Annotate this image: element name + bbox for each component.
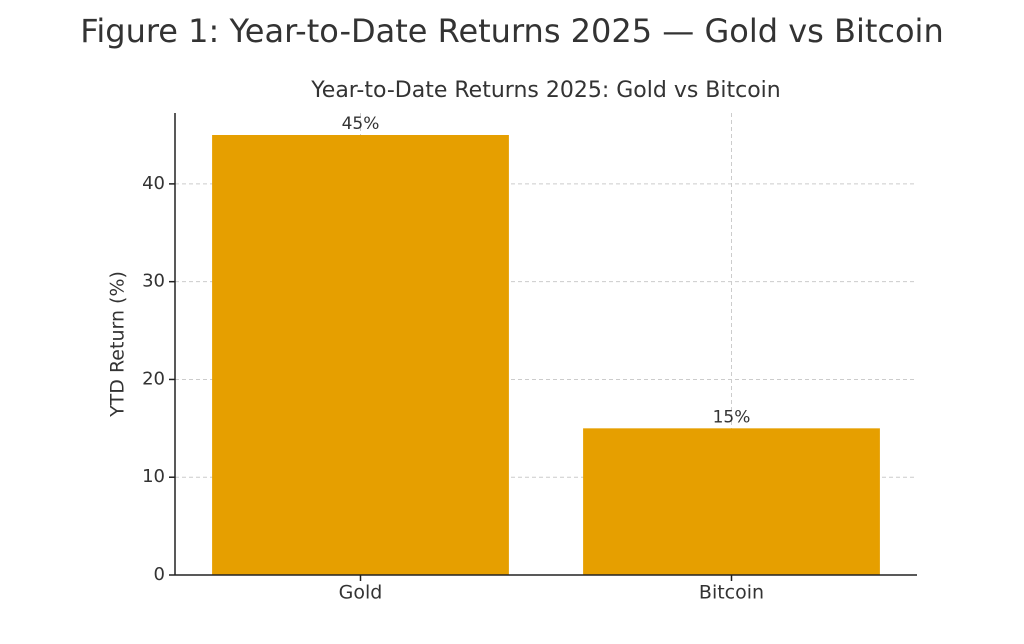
y-axis-label: YTD Return (%) xyxy=(107,271,129,418)
y-tick-label: 40 xyxy=(142,173,165,194)
value-label: 15% xyxy=(713,407,751,427)
figure-title: Figure 1: Year-to-Date Returns 2025 — Go… xyxy=(80,12,943,50)
x-tick-label: Bitcoin xyxy=(699,582,764,604)
bar xyxy=(583,428,880,575)
value-label: 45% xyxy=(342,114,380,134)
x-tick-label: Gold xyxy=(339,582,383,604)
y-tick-label: 10 xyxy=(142,466,165,487)
chart-title: Year-to-Date Returns 2025: Gold vs Bitco… xyxy=(310,78,780,103)
y-tick-label: 0 xyxy=(154,564,165,585)
y-tick-label: 20 xyxy=(142,368,165,389)
y-tick-label: 30 xyxy=(142,271,165,292)
bar xyxy=(212,135,509,575)
